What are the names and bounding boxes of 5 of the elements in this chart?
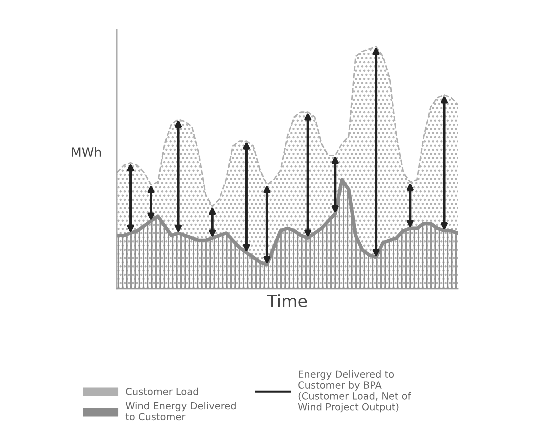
x-axis-title: Time bbox=[267, 294, 308, 308]
legend-label: Wind Energy Delivered to Customer bbox=[126, 402, 236, 421]
y-axis-title: MWh bbox=[72, 147, 102, 157]
legend-label: Customer Load bbox=[126, 388, 198, 396]
text: Energy Delivered to Customer by BPA (Customer Load, Net of Wind Project Output) bbox=[298, 370, 412, 413]
